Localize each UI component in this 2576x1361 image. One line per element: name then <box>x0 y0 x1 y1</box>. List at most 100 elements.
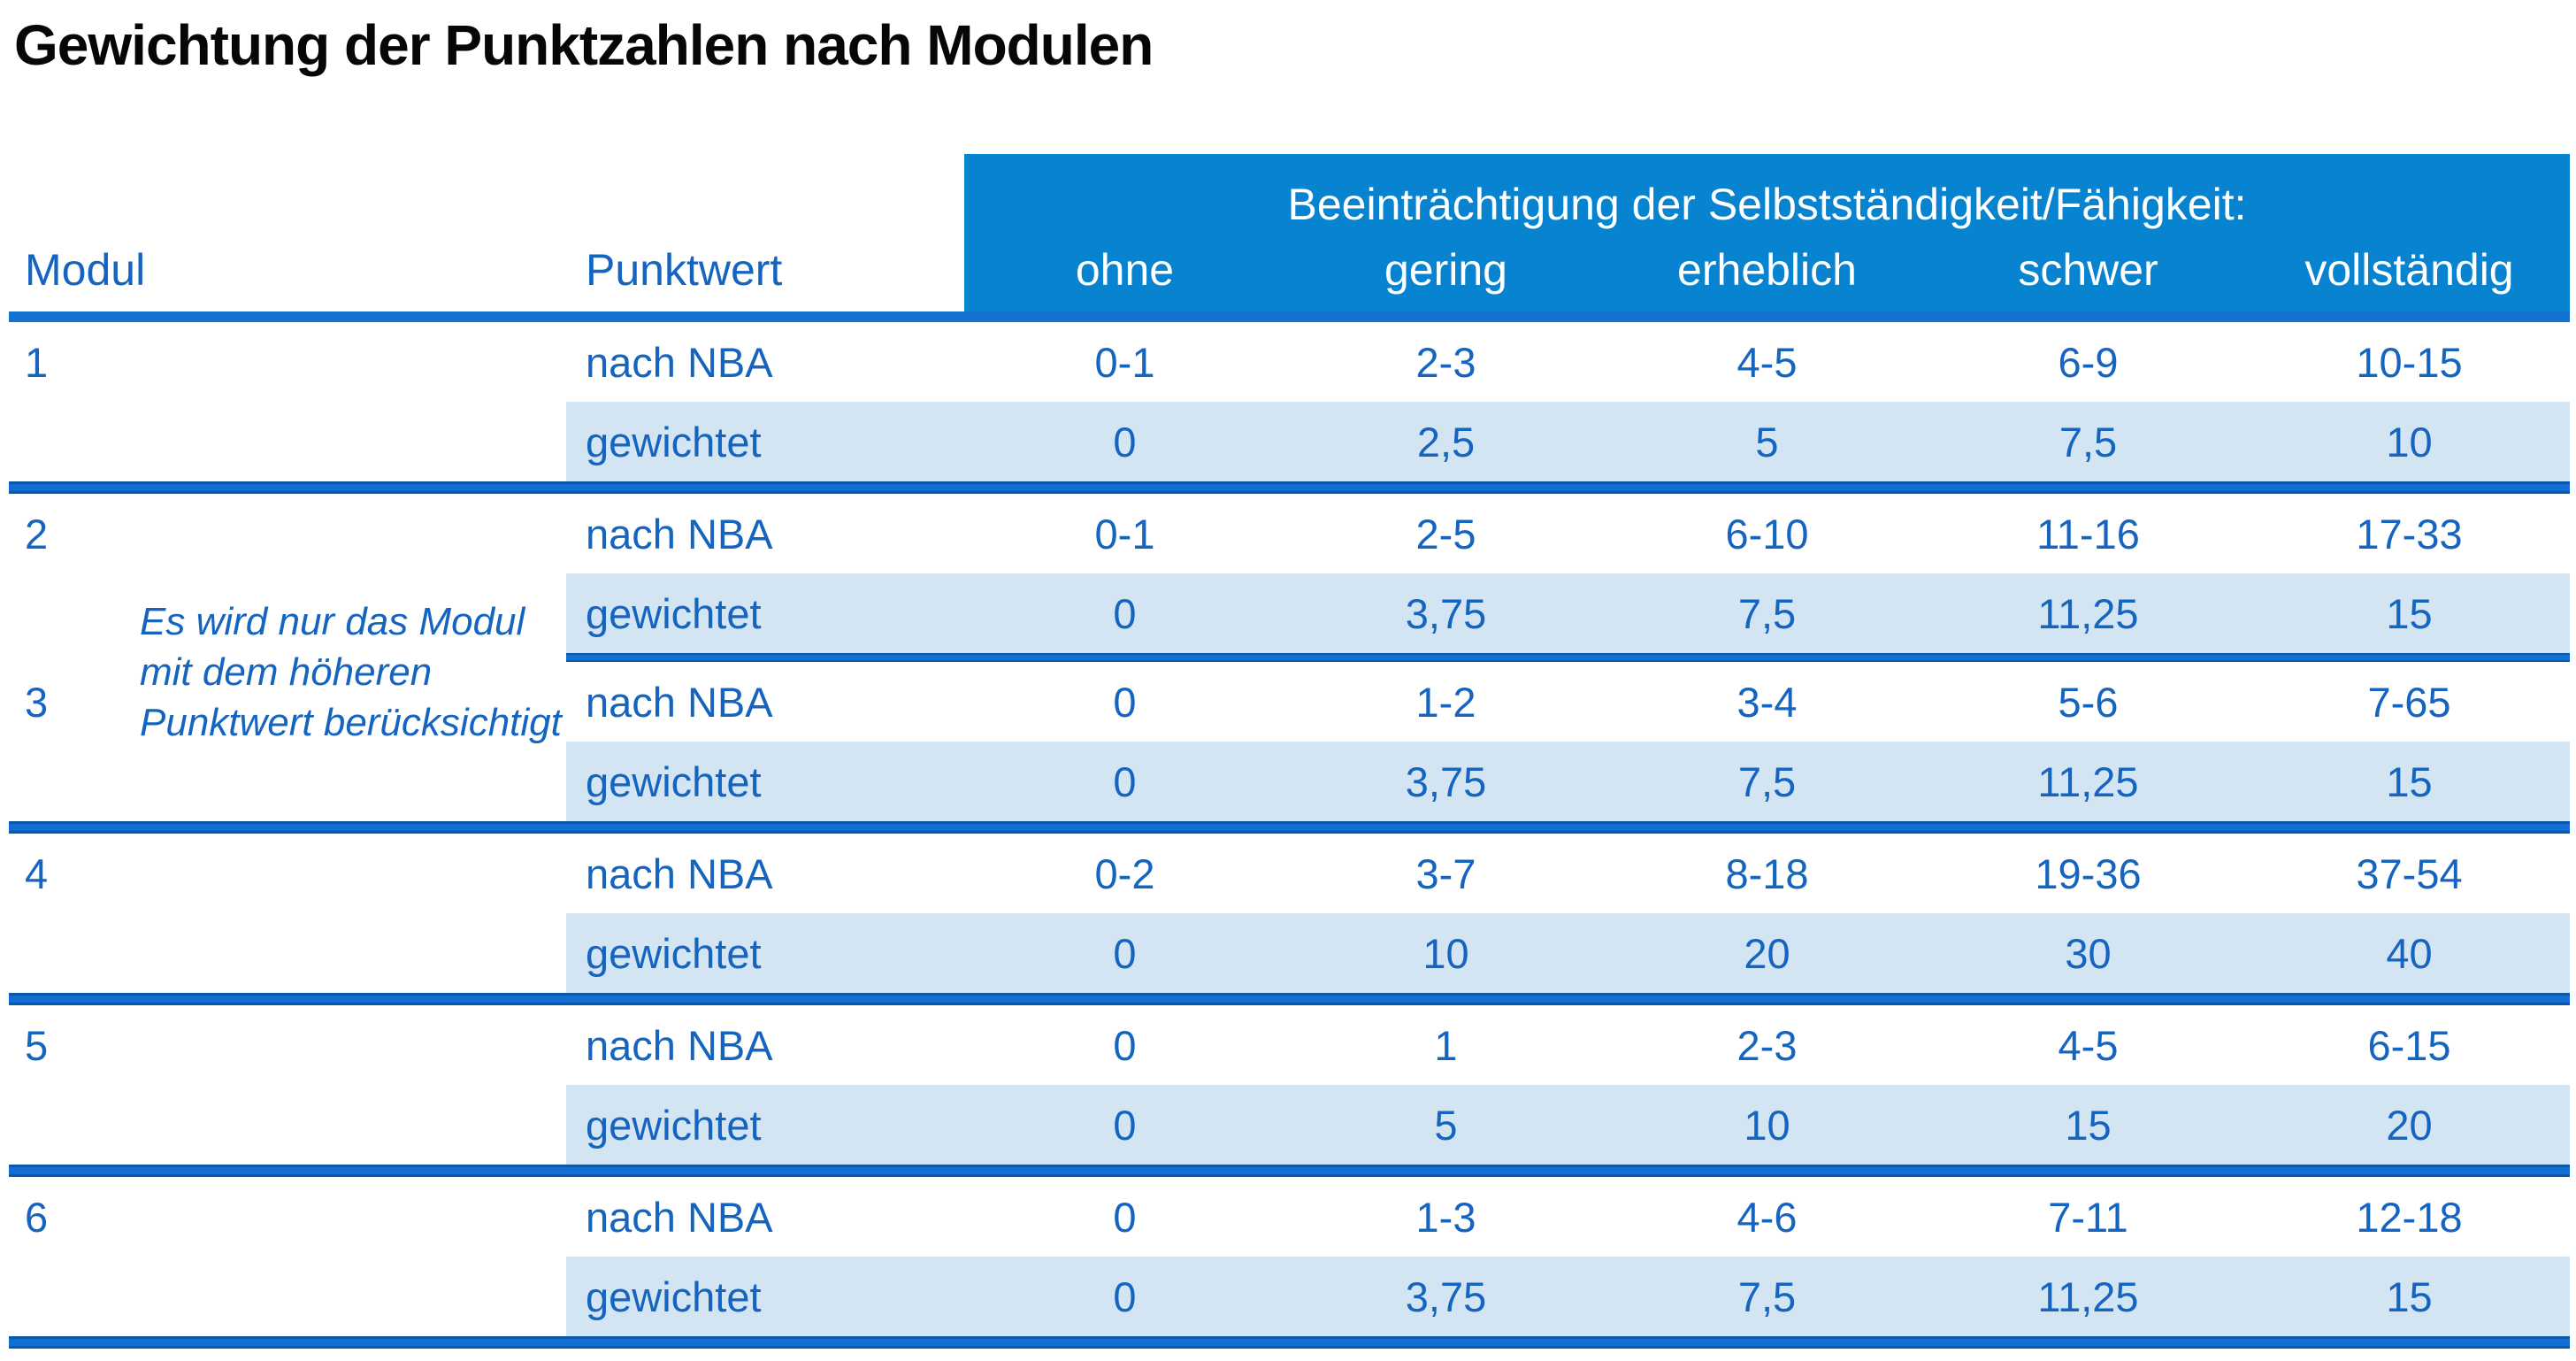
m3-nba-schwer: 5-6 <box>2058 678 2119 726</box>
m6-nba-schwer: 7-11 <box>2048 1193 2128 1241</box>
row-label-weighted: gewichtet <box>566 742 964 821</box>
row-label-nba: nach NBA <box>586 1021 773 1069</box>
severity-band-title: Beeinträchtigung der Selbstständigkeit/F… <box>1287 180 2247 229</box>
col-header-gering: gering <box>1384 245 1507 295</box>
m5-weighted-ohne: 0 <box>964 1085 1285 1165</box>
table-bottom-rule <box>9 1336 2570 1349</box>
m2-nba-schwer: 11-16 <box>2036 510 2140 557</box>
module-number-spacer <box>9 402 566 481</box>
m2-weighted-schwer: 11,25 <box>1928 573 2249 653</box>
m2-weighted-gering: 3,75 <box>1285 573 1606 653</box>
m2-nba-vollstaendig: 17-33 <box>2356 510 2463 557</box>
m6-weighted-gering: 3,75 <box>1285 1257 1606 1336</box>
module-number: 3 <box>25 678 49 726</box>
m1-nba-schwer: 6-9 <box>2058 338 2119 386</box>
m3-nba-vollstaendig: 7-65 <box>2367 678 2451 726</box>
module-1-weighted-row: gewichtet 0 2,5 5 7,5 10 <box>9 402 2570 481</box>
module-4-weighted-row: gewichtet 0 10 20 30 40 <box>9 913 2570 993</box>
module-5-weighted-row: gewichtet 0 5 10 15 20 <box>9 1085 2570 1165</box>
module-5-nba-row: 5 nach NBA 0 1 2-3 4-5 6-15 <box>9 1005 2570 1085</box>
m3-weighted-erheblich: 7,5 <box>1606 742 1928 821</box>
module-number: 5 <box>25 1021 49 1069</box>
m4-nba-schwer: 19-36 <box>2035 850 2142 897</box>
m5-weighted-schwer: 15 <box>1928 1085 2249 1165</box>
m4-nba-ohne: 0-2 <box>1094 850 1155 897</box>
m6-weighted-erheblich: 7,5 <box>1606 1257 1928 1336</box>
row-label-nba: nach NBA <box>586 338 773 386</box>
note-line: Es wird nur das Modul <box>140 600 525 643</box>
module-divider <box>9 481 2570 494</box>
m4-weighted-erheblich: 20 <box>1606 913 1928 993</box>
module-1-nba-row: 1 nach NBA 0-1 2-3 4-5 6-9 10-15 <box>9 322 2570 402</box>
m2-nba-ohne: 0-1 <box>1094 510 1155 557</box>
note-line: mit dem höheren <box>140 650 433 694</box>
module-number: 4 <box>25 850 49 897</box>
m5-nba-erheblich: 2-3 <box>1736 1021 1798 1069</box>
m1-weighted-ohne: 0 <box>964 402 1285 481</box>
m2-weighted-ohne: 0 <box>964 573 1285 653</box>
m5-weighted-gering: 5 <box>1285 1085 1606 1165</box>
m2-weighted-erheblich: 7,5 <box>1606 573 1928 653</box>
module-2-nba-row: 2 nach NBA 0-1 2-5 6-10 11-16 17-33 <box>9 494 2570 573</box>
severity-header-band <box>964 154 2570 311</box>
m6-weighted-vollstaendig: 15 <box>2249 1257 2570 1336</box>
m4-weighted-ohne: 0 <box>964 913 1285 993</box>
m4-nba-vollstaendig: 37-54 <box>2356 850 2463 897</box>
module-divider <box>9 821 2570 834</box>
row-label-weighted: gewichtet <box>566 1085 964 1165</box>
m6-nba-ohne: 0 <box>1113 1193 1137 1241</box>
m5-weighted-vollstaendig: 20 <box>2249 1085 2570 1165</box>
col-header-erheblich: erheblich <box>1677 245 1857 295</box>
module-number: 6 <box>25 1193 49 1241</box>
m3-weighted-schwer: 11,25 <box>1928 742 2249 821</box>
column-header-row: Modul Punktwert ohne gering erheblich sc… <box>9 154 2570 311</box>
col-header-punktwert: Punktwert <box>586 245 783 295</box>
m6-weighted-ohne: 0 <box>964 1257 1285 1336</box>
m3-nba-ohne: 0 <box>1113 678 1137 726</box>
m5-nba-schwer: 4-5 <box>2058 1021 2119 1069</box>
module-6-nba-row: 6 nach NBA 0 1-3 4-6 7-11 12-18 <box>9 1177 2570 1257</box>
module-3-weighted-row: gewichtet 0 3,75 7,5 11,25 15 <box>9 742 2570 821</box>
module-2-weighted-row: gewichtet 0 3,75 7,5 11,25 15 <box>9 573 2570 653</box>
module-divider <box>9 993 2570 1005</box>
m6-nba-erheblich: 4-6 <box>1736 1193 1798 1241</box>
m1-nba-gering: 2-3 <box>1415 338 1476 386</box>
module-2-3-partial-divider <box>566 653 2570 662</box>
m5-nba-ohne: 0 <box>1113 1021 1137 1069</box>
col-header-schwer: schwer <box>2018 245 2158 295</box>
col-header-ohne: ohne <box>1075 245 1175 295</box>
m5-nba-gering: 1 <box>1434 1021 1458 1069</box>
module-number: 2 <box>25 510 49 557</box>
m3-nba-erheblich: 3-4 <box>1736 678 1798 726</box>
m4-weighted-schwer: 30 <box>1928 913 2249 993</box>
m1-weighted-erheblich: 5 <box>1606 402 1928 481</box>
col-header-vollstaendig: vollständig <box>2304 245 2514 295</box>
module-3-nba-row: 3 nach NBA 0 1-2 3-4 5-6 7-65 <box>9 662 2570 742</box>
m3-weighted-gering: 3,75 <box>1285 742 1606 821</box>
m4-weighted-gering: 10 <box>1285 913 1606 993</box>
m3-weighted-ohne: 0 <box>964 742 1285 821</box>
m6-nba-vollstaendig: 12-18 <box>2356 1193 2463 1241</box>
m4-nba-erheblich: 8-18 <box>1725 850 1809 897</box>
page: Gewichtung der Punktzahlen nach Modulen … <box>0 12 2576 1361</box>
m1-nba-ohne: 0-1 <box>1094 338 1155 386</box>
m1-nba-erheblich: 4-5 <box>1736 338 1798 386</box>
row-label-weighted: gewichtet <box>566 573 964 653</box>
row-label-weighted: gewichtet <box>566 1257 964 1336</box>
module-number-spacer <box>9 1257 566 1336</box>
m3-weighted-vollstaendig: 15 <box>2249 742 2570 821</box>
m1-weighted-gering: 2,5 <box>1285 402 1606 481</box>
module-number: 1 <box>25 338 49 386</box>
module-number-spacer <box>9 742 566 821</box>
module-number-spacer <box>9 913 566 993</box>
page-title: Gewichtung der Punktzahlen nach Modulen <box>14 13 1154 77</box>
m5-nba-vollstaendig: 6-15 <box>2367 1021 2451 1069</box>
m6-nba-gering: 1-3 <box>1415 1193 1476 1241</box>
m1-nba-vollstaendig: 10-15 <box>2356 338 2463 386</box>
m2-weighted-vollstaendig: 15 <box>2249 573 2570 653</box>
row-label-weighted: gewichtet <box>566 402 964 481</box>
row-label-nba: nach NBA <box>586 850 773 897</box>
m4-nba-gering: 3-7 <box>1415 850 1476 897</box>
m6-weighted-schwer: 11,25 <box>1928 1257 2249 1336</box>
col-header-modul: Modul <box>25 245 146 295</box>
